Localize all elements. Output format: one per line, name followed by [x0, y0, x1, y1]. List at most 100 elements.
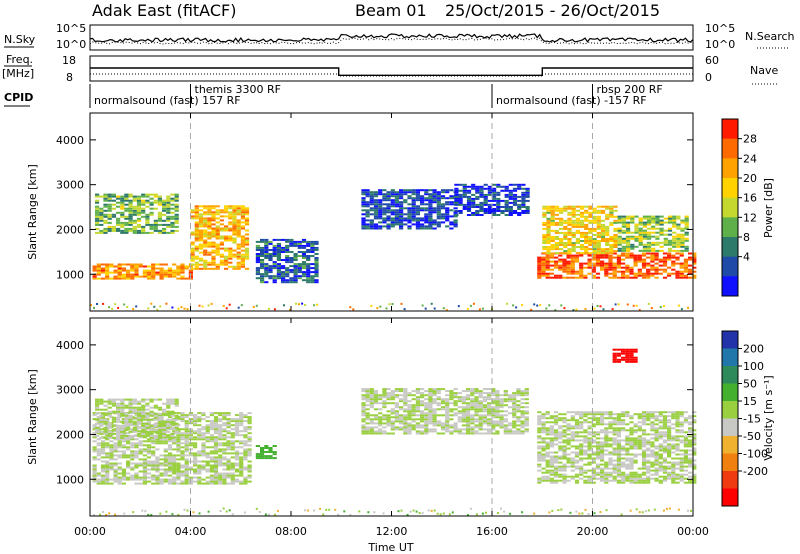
echo-cell — [533, 303, 536, 306]
echo-cell — [403, 207, 408, 210]
echo-cell — [228, 211, 233, 214]
echo-cell — [449, 215, 454, 218]
echo-cell — [276, 275, 281, 278]
echo-cell — [95, 215, 100, 218]
echo-cell — [99, 408, 104, 411]
echo-cell — [625, 477, 630, 480]
echo-cell — [222, 478, 227, 481]
echo-cell — [166, 402, 171, 405]
echo-cell — [436, 225, 441, 228]
echo-cell — [172, 458, 177, 461]
echo-cell — [163, 468, 168, 471]
echo-cell — [211, 249, 216, 252]
echo-cell — [117, 446, 122, 449]
echo-cell — [478, 404, 483, 407]
echo-cell — [205, 462, 210, 465]
echo-cell — [562, 457, 567, 460]
echo-cell — [240, 239, 245, 242]
echo-cell — [228, 247, 233, 250]
echo-cell — [592, 240, 597, 242]
echo-cell — [440, 400, 446, 403]
echo-cell — [583, 413, 588, 416]
echo-cell — [141, 410, 146, 413]
echo-cell — [457, 396, 462, 399]
echo-cell — [369, 221, 374, 224]
echo-cell — [462, 185, 467, 188]
echo-cell — [124, 223, 129, 226]
echo-cell — [584, 211, 589, 214]
echo-cell — [132, 402, 137, 405]
echo-cell — [545, 264, 550, 267]
echo-cell — [642, 215, 647, 218]
echo-cell — [579, 427, 584, 430]
echo-cell — [424, 408, 429, 411]
echo-cell — [411, 193, 416, 196]
echo-cell — [264, 281, 269, 284]
echo-cell — [369, 203, 374, 206]
echo-cell — [466, 402, 471, 405]
echo-cell — [365, 426, 370, 429]
noise-search-line — [89, 37, 693, 45]
echo-cell — [574, 479, 580, 482]
echo-cell — [541, 431, 546, 434]
echo-cell — [128, 414, 133, 417]
echo-cell — [146, 269, 152, 272]
echo-cell — [260, 455, 265, 458]
echo-cell — [264, 251, 269, 253]
echo-cell — [314, 257, 319, 259]
echo-cell — [301, 253, 307, 255]
echo-cell — [420, 225, 425, 228]
echo-cell — [100, 464, 106, 467]
echo-cell — [157, 203, 162, 206]
echo-cell — [420, 388, 425, 391]
echo-cell — [126, 269, 131, 272]
echo-cell — [301, 265, 307, 268]
echo-cell — [369, 193, 374, 196]
echo-cell — [166, 404, 171, 407]
echo-cell — [382, 193, 387, 196]
echo-cell — [567, 244, 572, 246]
echo-cell — [201, 464, 206, 467]
echo-cell — [176, 277, 181, 280]
echo-cell — [107, 436, 112, 439]
echo-cell — [684, 239, 689, 242]
echo-cell — [128, 436, 133, 439]
echo-cell — [420, 404, 425, 407]
echo-cell — [537, 272, 542, 275]
echo-cell — [424, 418, 429, 421]
echo-cell — [584, 215, 589, 218]
echo-cell — [121, 450, 126, 453]
echo-cell — [479, 193, 484, 196]
echo-cell — [595, 258, 601, 261]
echo-cell — [554, 469, 559, 472]
echo-cell — [592, 244, 597, 246]
echo-cell — [222, 472, 227, 475]
echo-cell — [113, 478, 118, 481]
echo-cell — [595, 443, 601, 446]
echo-cell — [662, 258, 668, 261]
colorbar-cell — [722, 256, 738, 277]
echo-cell — [626, 247, 631, 250]
echo-cell — [159, 305, 162, 308]
echo-cell — [95, 418, 100, 421]
echo-cell — [475, 185, 480, 188]
echo-cell — [554, 252, 559, 255]
echo-cell — [109, 265, 114, 268]
echo-cell — [167, 456, 173, 459]
echo-cell — [684, 249, 689, 252]
echo-cell — [453, 219, 458, 222]
echo-cell — [184, 414, 189, 417]
colorbar-cell — [722, 197, 738, 218]
echo-cell — [136, 412, 142, 415]
echo-cell — [116, 227, 121, 230]
echo-cell — [117, 263, 122, 266]
echo-cell — [613, 215, 618, 218]
echo-cell — [120, 197, 125, 200]
echo-cell — [239, 460, 244, 463]
echo-cell — [386, 388, 391, 391]
echo-cell — [386, 422, 391, 425]
echo-cell — [507, 422, 513, 425]
echo-cell — [595, 471, 601, 474]
echo-cell — [222, 468, 227, 471]
echo-cell — [420, 402, 425, 405]
